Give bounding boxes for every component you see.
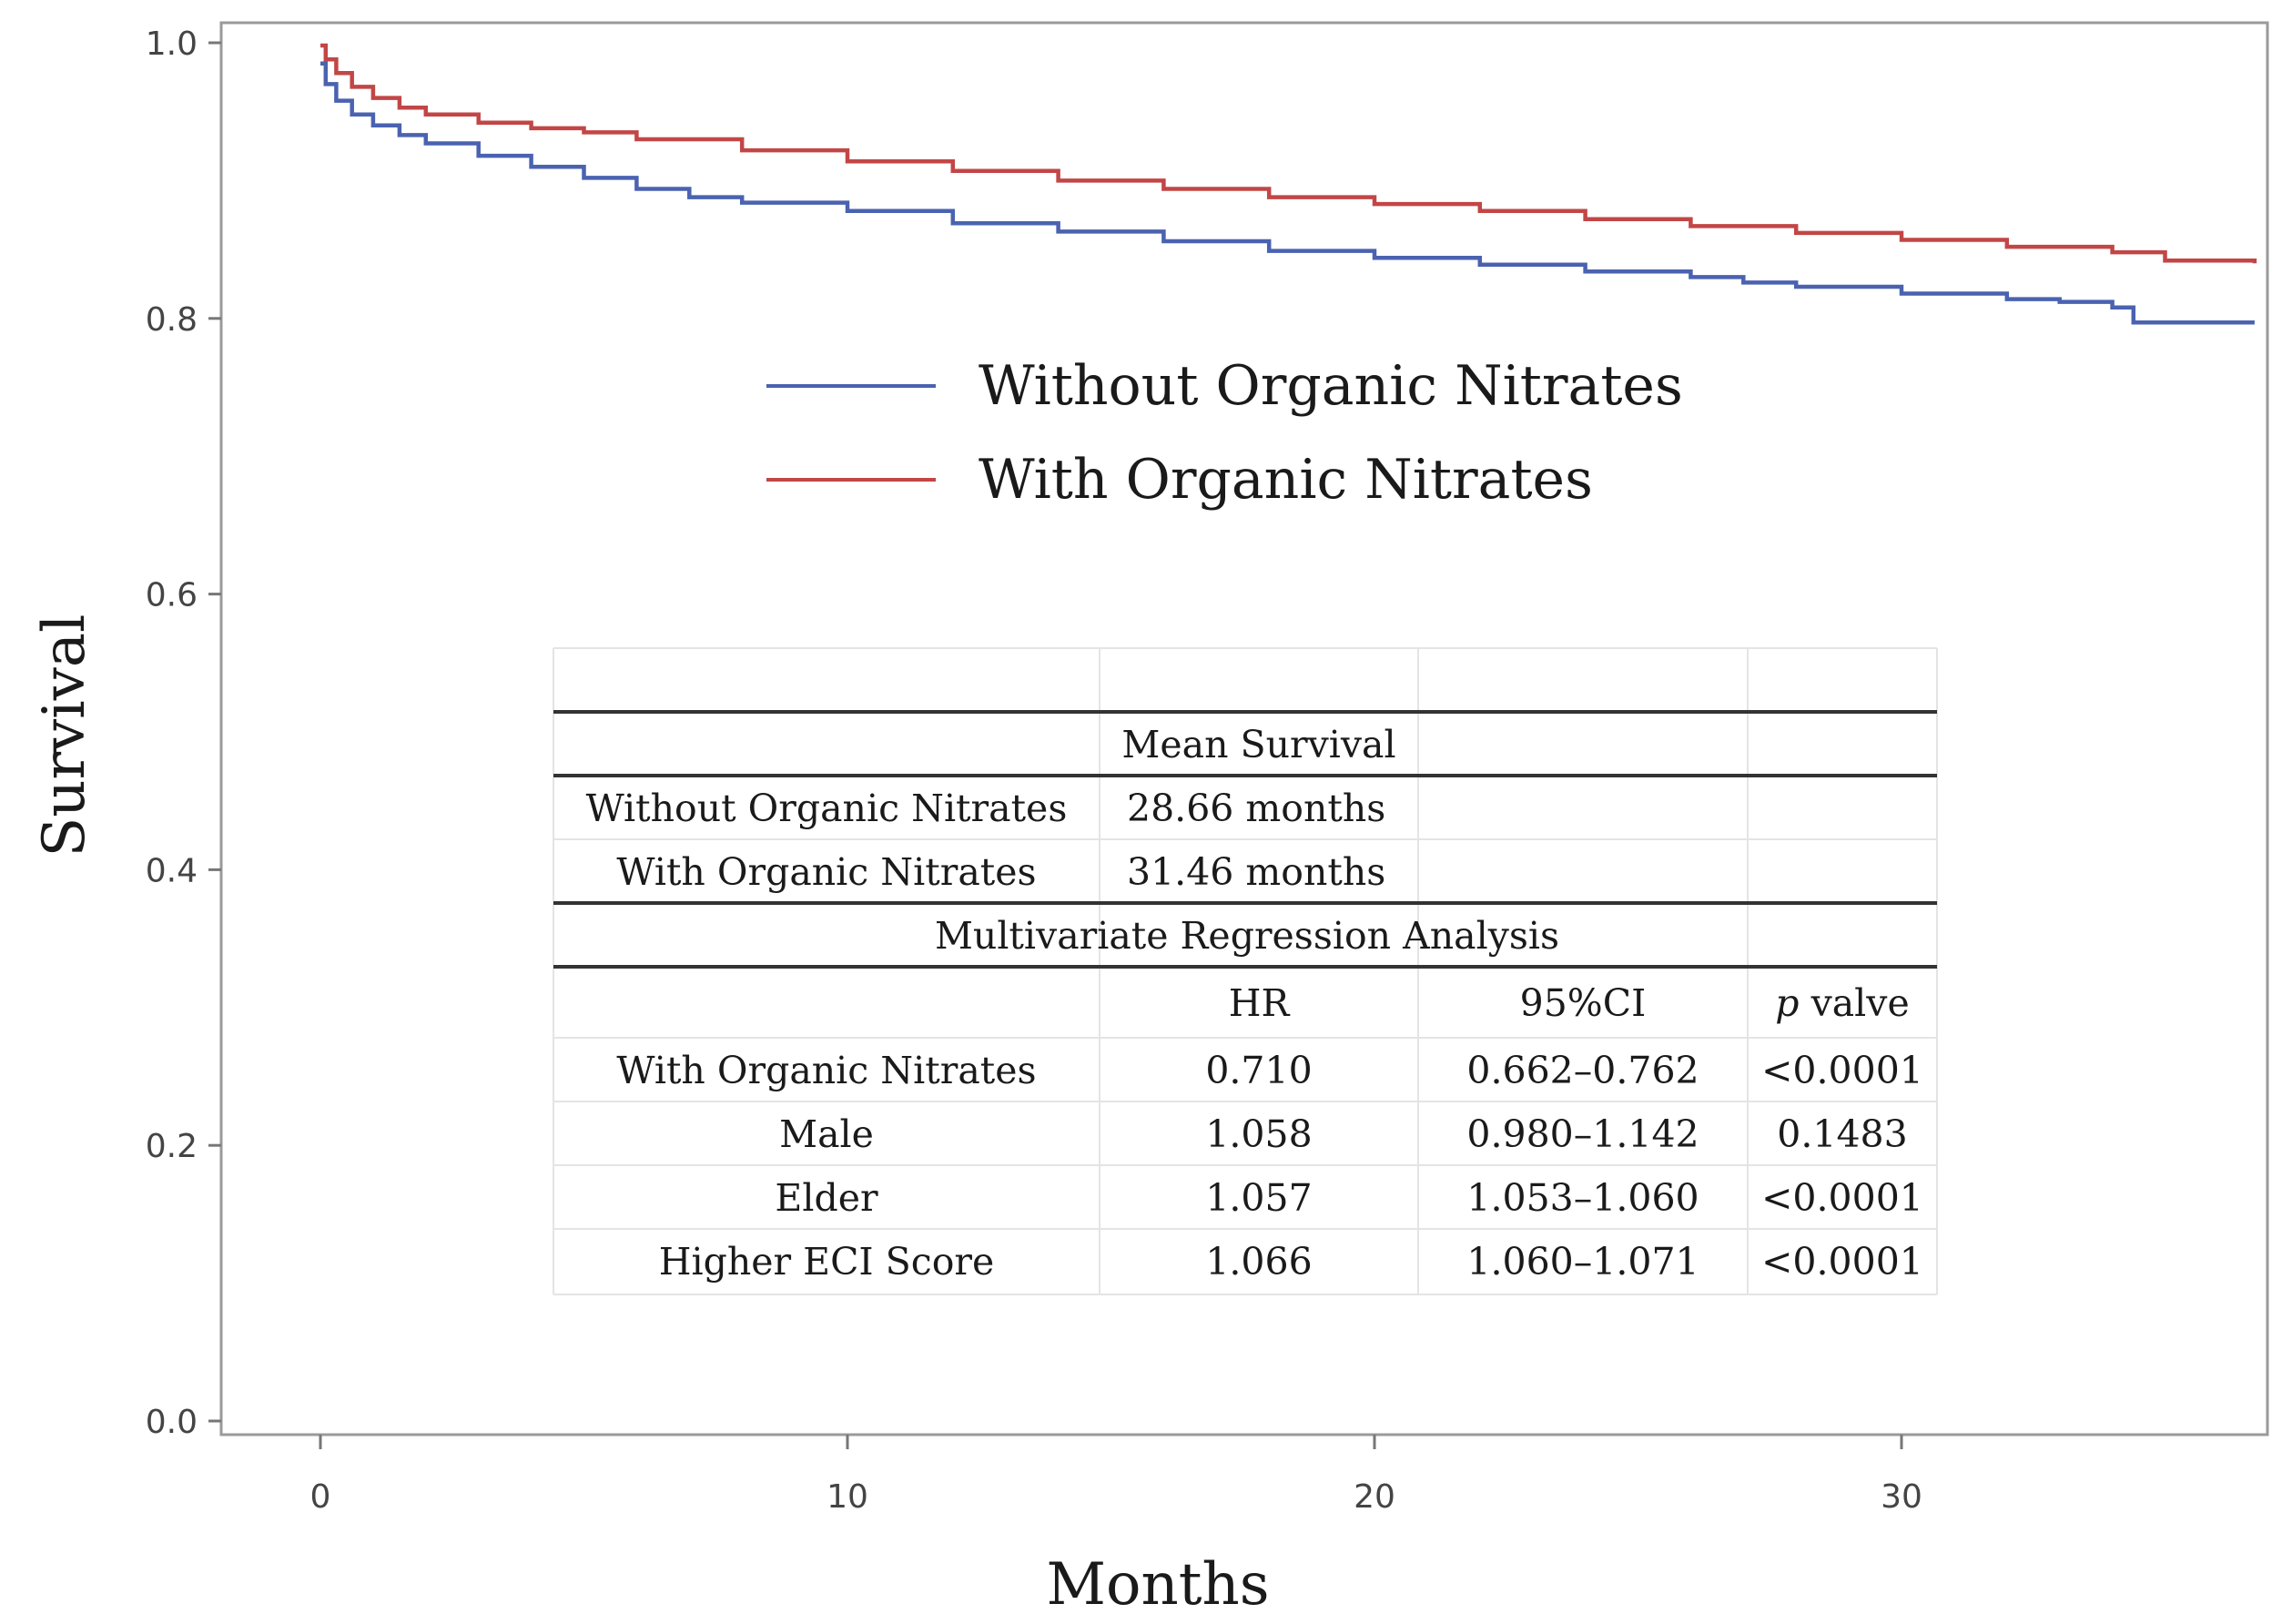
table-reg-ci: 0.980–1.142 bbox=[1466, 1112, 1699, 1156]
y-tick-label: 0.2 bbox=[146, 1128, 198, 1165]
table-reg-hr: 1.066 bbox=[1205, 1240, 1312, 1284]
table-reg-ci: 1.053–1.060 bbox=[1466, 1176, 1699, 1220]
table-reg-p: 0.1483 bbox=[1777, 1112, 1907, 1156]
x-tick-label: 10 bbox=[827, 1478, 868, 1516]
table-col-p: p valve bbox=[1775, 981, 1909, 1025]
table-reg-p: <0.0001 bbox=[1761, 1049, 1923, 1092]
y-tick-label: 1.0 bbox=[146, 25, 198, 63]
table-reg-hr: 0.710 bbox=[1205, 1049, 1312, 1092]
results-table-bg bbox=[553, 648, 1937, 1294]
table-mean-survival-header: Mean Survival bbox=[1121, 723, 1395, 766]
y-tick-label: 0.0 bbox=[146, 1404, 198, 1441]
x-tick-label: 0 bbox=[310, 1478, 331, 1516]
table-mean-row-value: 28.66 months bbox=[1127, 787, 1385, 830]
table-mean-row-value: 31.46 months bbox=[1127, 850, 1385, 894]
x-tick-label: 20 bbox=[1354, 1478, 1395, 1516]
legend-label: With Organic Nitrates bbox=[979, 448, 1593, 512]
y-tick-label: 0.6 bbox=[146, 577, 198, 614]
table-reg-p: <0.0001 bbox=[1761, 1176, 1923, 1220]
table-col-ci: 95%CI bbox=[1520, 981, 1647, 1025]
table-reg-hr: 1.057 bbox=[1205, 1176, 1312, 1220]
y-tick-label: 0.8 bbox=[146, 301, 198, 339]
table-mean-row-label: Without Organic Nitrates bbox=[586, 787, 1068, 830]
x-tick-label: 30 bbox=[1881, 1478, 1922, 1516]
table-col-hr: HR bbox=[1229, 981, 1291, 1025]
plot-frame bbox=[219, 21, 2269, 1436]
y-axis-title: Survival bbox=[31, 614, 98, 857]
legend-label: Without Organic Nitrates bbox=[979, 354, 1683, 418]
series-line-with-nitrates bbox=[320, 43, 2257, 264]
table-reg-row-label: Male bbox=[779, 1112, 874, 1156]
x-axis-title: Months bbox=[1046, 1551, 1269, 1619]
series-line-without-nitrates bbox=[320, 61, 2255, 325]
table-reg-row-label: Elder bbox=[775, 1176, 878, 1220]
table-reg-ci: 1.060–1.071 bbox=[1466, 1240, 1699, 1284]
y-tick-label: 0.4 bbox=[146, 852, 198, 889]
table-reg-row-label: Higher ECI Score bbox=[659, 1240, 995, 1284]
table-reg-p: <0.0001 bbox=[1761, 1240, 1923, 1284]
table-mean-row-label: With Organic Nitrates bbox=[616, 850, 1036, 894]
table-reg-hr: 1.058 bbox=[1205, 1112, 1312, 1156]
table-reg-row-label: With Organic Nitrates bbox=[616, 1049, 1036, 1092]
table-reg-ci: 0.662–0.762 bbox=[1466, 1049, 1699, 1092]
table-regression-header: Multivariate Regression Analysis bbox=[935, 914, 1559, 958]
